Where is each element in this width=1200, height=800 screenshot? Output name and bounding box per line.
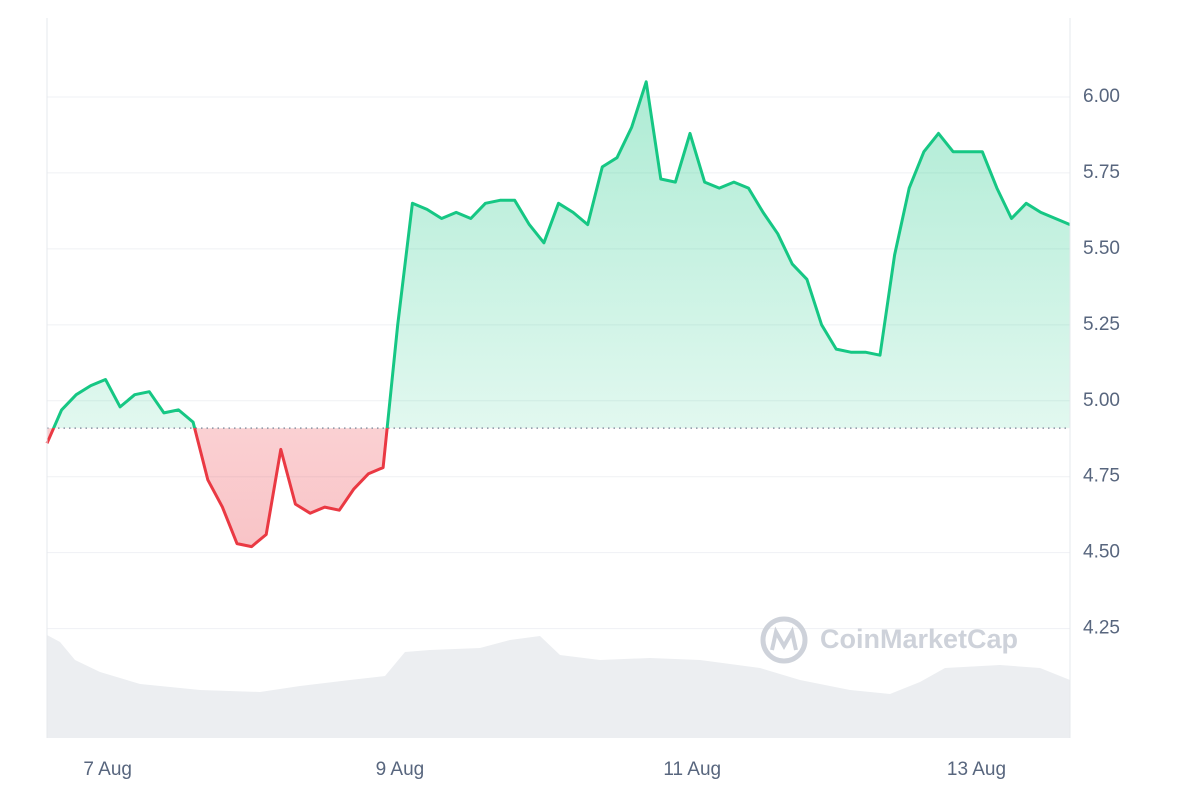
x-tick-label: 11 Aug [663,759,721,780]
x-tick-label: 13 Aug [947,759,1006,780]
plot [45,80,1071,549]
area-down [47,428,1070,547]
y-tick-label: 4.75 [1083,466,1120,487]
x-tick-label: 9 Aug [376,759,425,780]
y-tick-label: 4.50 [1083,542,1120,563]
watermark-text: CoinMarketCap [820,624,1018,654]
y-tick-label: 5.75 [1083,162,1120,183]
y-tick-label: 5.00 [1083,390,1120,411]
x-tick-label: 7 Aug [83,759,132,780]
volume-area [47,635,1070,738]
watermark: CoinMarketCap [760,616,1018,664]
watermark-logo [760,616,808,664]
y-tick-label: 5.25 [1083,314,1120,335]
watermark-logo-mark [770,626,798,651]
area-up [53,81,1070,429]
y-tick-label: 4.25 [1083,618,1120,639]
y-tick-label: 6.00 [1083,86,1120,107]
price-line-down [45,428,389,549]
y-tick-label: 5.50 [1083,238,1120,259]
price-line-up [51,80,1071,429]
